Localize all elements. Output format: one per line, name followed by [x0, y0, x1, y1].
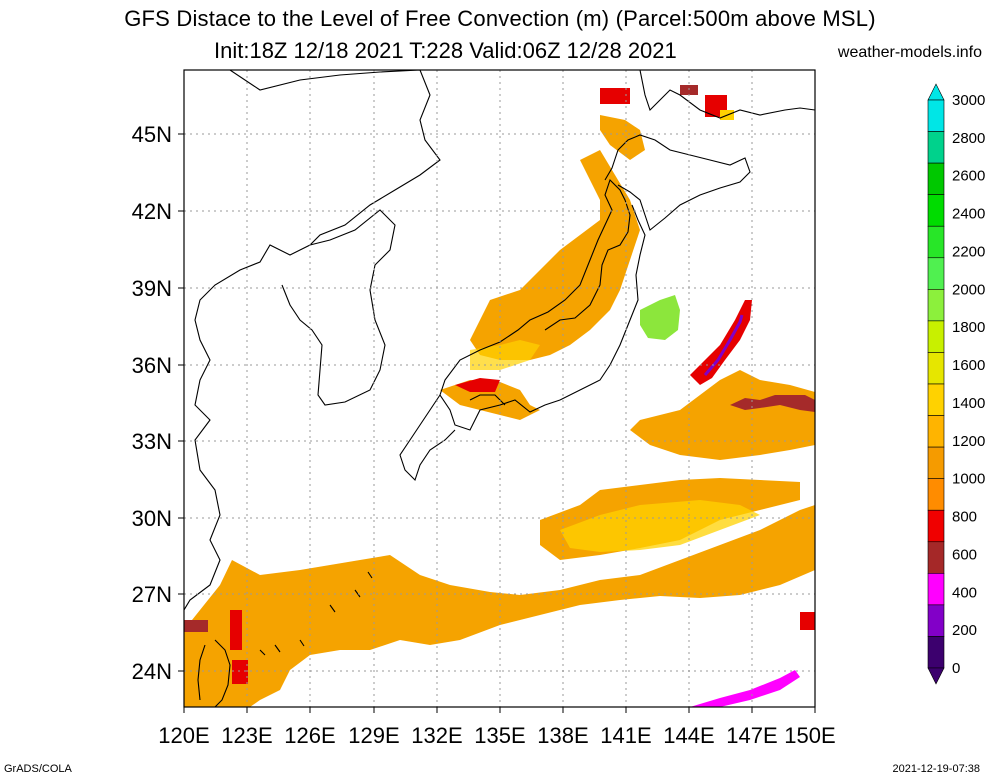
- coastline-sakhalin: [639, 70, 815, 119]
- colorbar-label: 800: [952, 509, 977, 526]
- colorbar-segment: [927, 636, 945, 669]
- footer-right: 2021-12-19-07:38: [892, 763, 980, 775]
- colorbar-label: 200: [952, 622, 977, 639]
- lon-label: 129E: [348, 723, 399, 748]
- tick-marks: [178, 133, 816, 713]
- colorbar-arrow-bottom: [927, 667, 945, 685]
- lat-label: 33N: [132, 429, 172, 454]
- lon-label: 147E: [726, 723, 777, 748]
- colorbar-segment: [927, 383, 945, 416]
- colorbar-label: 1600: [952, 357, 985, 374]
- colorbar-segment: [927, 604, 945, 637]
- lat-label: 36N: [132, 353, 172, 378]
- field-patch-n-red: [600, 88, 630, 104]
- coastline-ryukyu: [259, 571, 373, 656]
- lon-label: 120E: [158, 723, 209, 748]
- colorbar-segment: [927, 225, 945, 259]
- map-subtitle: Init:18Z 12/18 2021 T:228 Valid:06Z 12/2…: [214, 38, 677, 63]
- lon-label: 126E: [284, 723, 335, 748]
- colorbar-label: 1000: [952, 471, 985, 488]
- lon-label: 135E: [474, 723, 525, 748]
- coastline-japan-main: [439, 178, 646, 431]
- field-brown-rim: [730, 395, 815, 412]
- lon-label: 144E: [663, 723, 714, 748]
- colorbar-label: 1400: [952, 395, 985, 412]
- lon-label: 141E: [600, 723, 651, 748]
- lat-label: 24N: [132, 659, 172, 684]
- colorbar-label: 2400: [952, 206, 985, 223]
- colorbar: [927, 83, 945, 685]
- field-red-rim: [690, 300, 752, 385]
- field-east-japan: [630, 370, 815, 460]
- lat-label: 27N: [132, 582, 172, 607]
- footer-left: GrADS/COLA: [4, 763, 72, 775]
- lat-label: 30N: [132, 506, 172, 531]
- coastline-korea: [281, 209, 396, 406]
- field-patch-sw-red: [230, 610, 242, 650]
- field-patch-se-red: [800, 612, 815, 630]
- coastlines: [184, 70, 815, 707]
- field-yellow-patch: [560, 500, 760, 552]
- field-patch-se-magenta: [690, 670, 800, 707]
- colorbar-label: 2000: [952, 281, 985, 298]
- colorbar-label: 3000: [952, 92, 985, 109]
- colorbar-segment: [927, 131, 945, 164]
- lon-label: 132E: [411, 723, 462, 748]
- field-patch-brown-sw: [184, 620, 208, 632]
- field-kii-red: [455, 378, 500, 392]
- colorbar-segment: [927, 541, 945, 574]
- lat-label: 42N: [132, 199, 172, 224]
- lon-label: 123E: [221, 723, 272, 748]
- colorbar-segment: [927, 289, 945, 322]
- field-japan-sea: [470, 150, 640, 360]
- field-hokkaido: [600, 115, 645, 160]
- lat-label: 45N: [132, 122, 172, 147]
- colorbar-label: 1800: [952, 319, 985, 336]
- colorbar-segment: [927, 320, 945, 353]
- colorbar-label: 400: [952, 584, 977, 601]
- lat-labels: 45N 42N 39N 36N 33N 30N 27N 24N: [132, 122, 172, 684]
- gridlines: [184, 70, 815, 707]
- colorbar-segment: [927, 194, 945, 227]
- field-kyushu: [440, 380, 540, 420]
- colorbar-segment: [927, 99, 945, 132]
- colorbar-segment: [927, 352, 945, 385]
- colorbar-label: 2200: [952, 243, 985, 260]
- colorbar-segment: [927, 509, 945, 543]
- lon-label: 138E: [537, 723, 588, 748]
- colorbar-labels: 3000280026002400220020001800160014001200…: [952, 92, 985, 677]
- lon-label: 150E: [784, 723, 835, 748]
- lon-labels: 120E 123E 126E 129E 132E 135E 138E 141E …: [158, 723, 835, 748]
- colorbar-segment: [927, 415, 945, 448]
- colorbar-segment: [927, 573, 945, 606]
- field-patch-sw-red2: [232, 660, 248, 684]
- coastline-taiwan: [197, 639, 231, 707]
- site-credit: weather-models.info: [837, 44, 982, 61]
- colorbar-label: 1200: [952, 433, 985, 450]
- coastline-asia: [184, 70, 441, 611]
- colorbar-segment: [927, 162, 945, 195]
- colorbar-label: 2600: [952, 168, 985, 185]
- colorbar-segment: [927, 446, 945, 479]
- map-title: GFS Distace to the Level of Free Convect…: [124, 6, 876, 31]
- coastline-hokkaido: [604, 134, 751, 231]
- colorbar-label: 2800: [952, 130, 985, 147]
- colorbar-segment: [927, 478, 945, 511]
- lat-label: 39N: [132, 276, 172, 301]
- colorbar-arrow-top: [927, 83, 945, 101]
- colorbar-segment: [927, 257, 945, 290]
- colorbar-label: 0: [952, 660, 960, 677]
- colorbar-label: 600: [952, 546, 977, 563]
- field-green-patch: [640, 295, 680, 340]
